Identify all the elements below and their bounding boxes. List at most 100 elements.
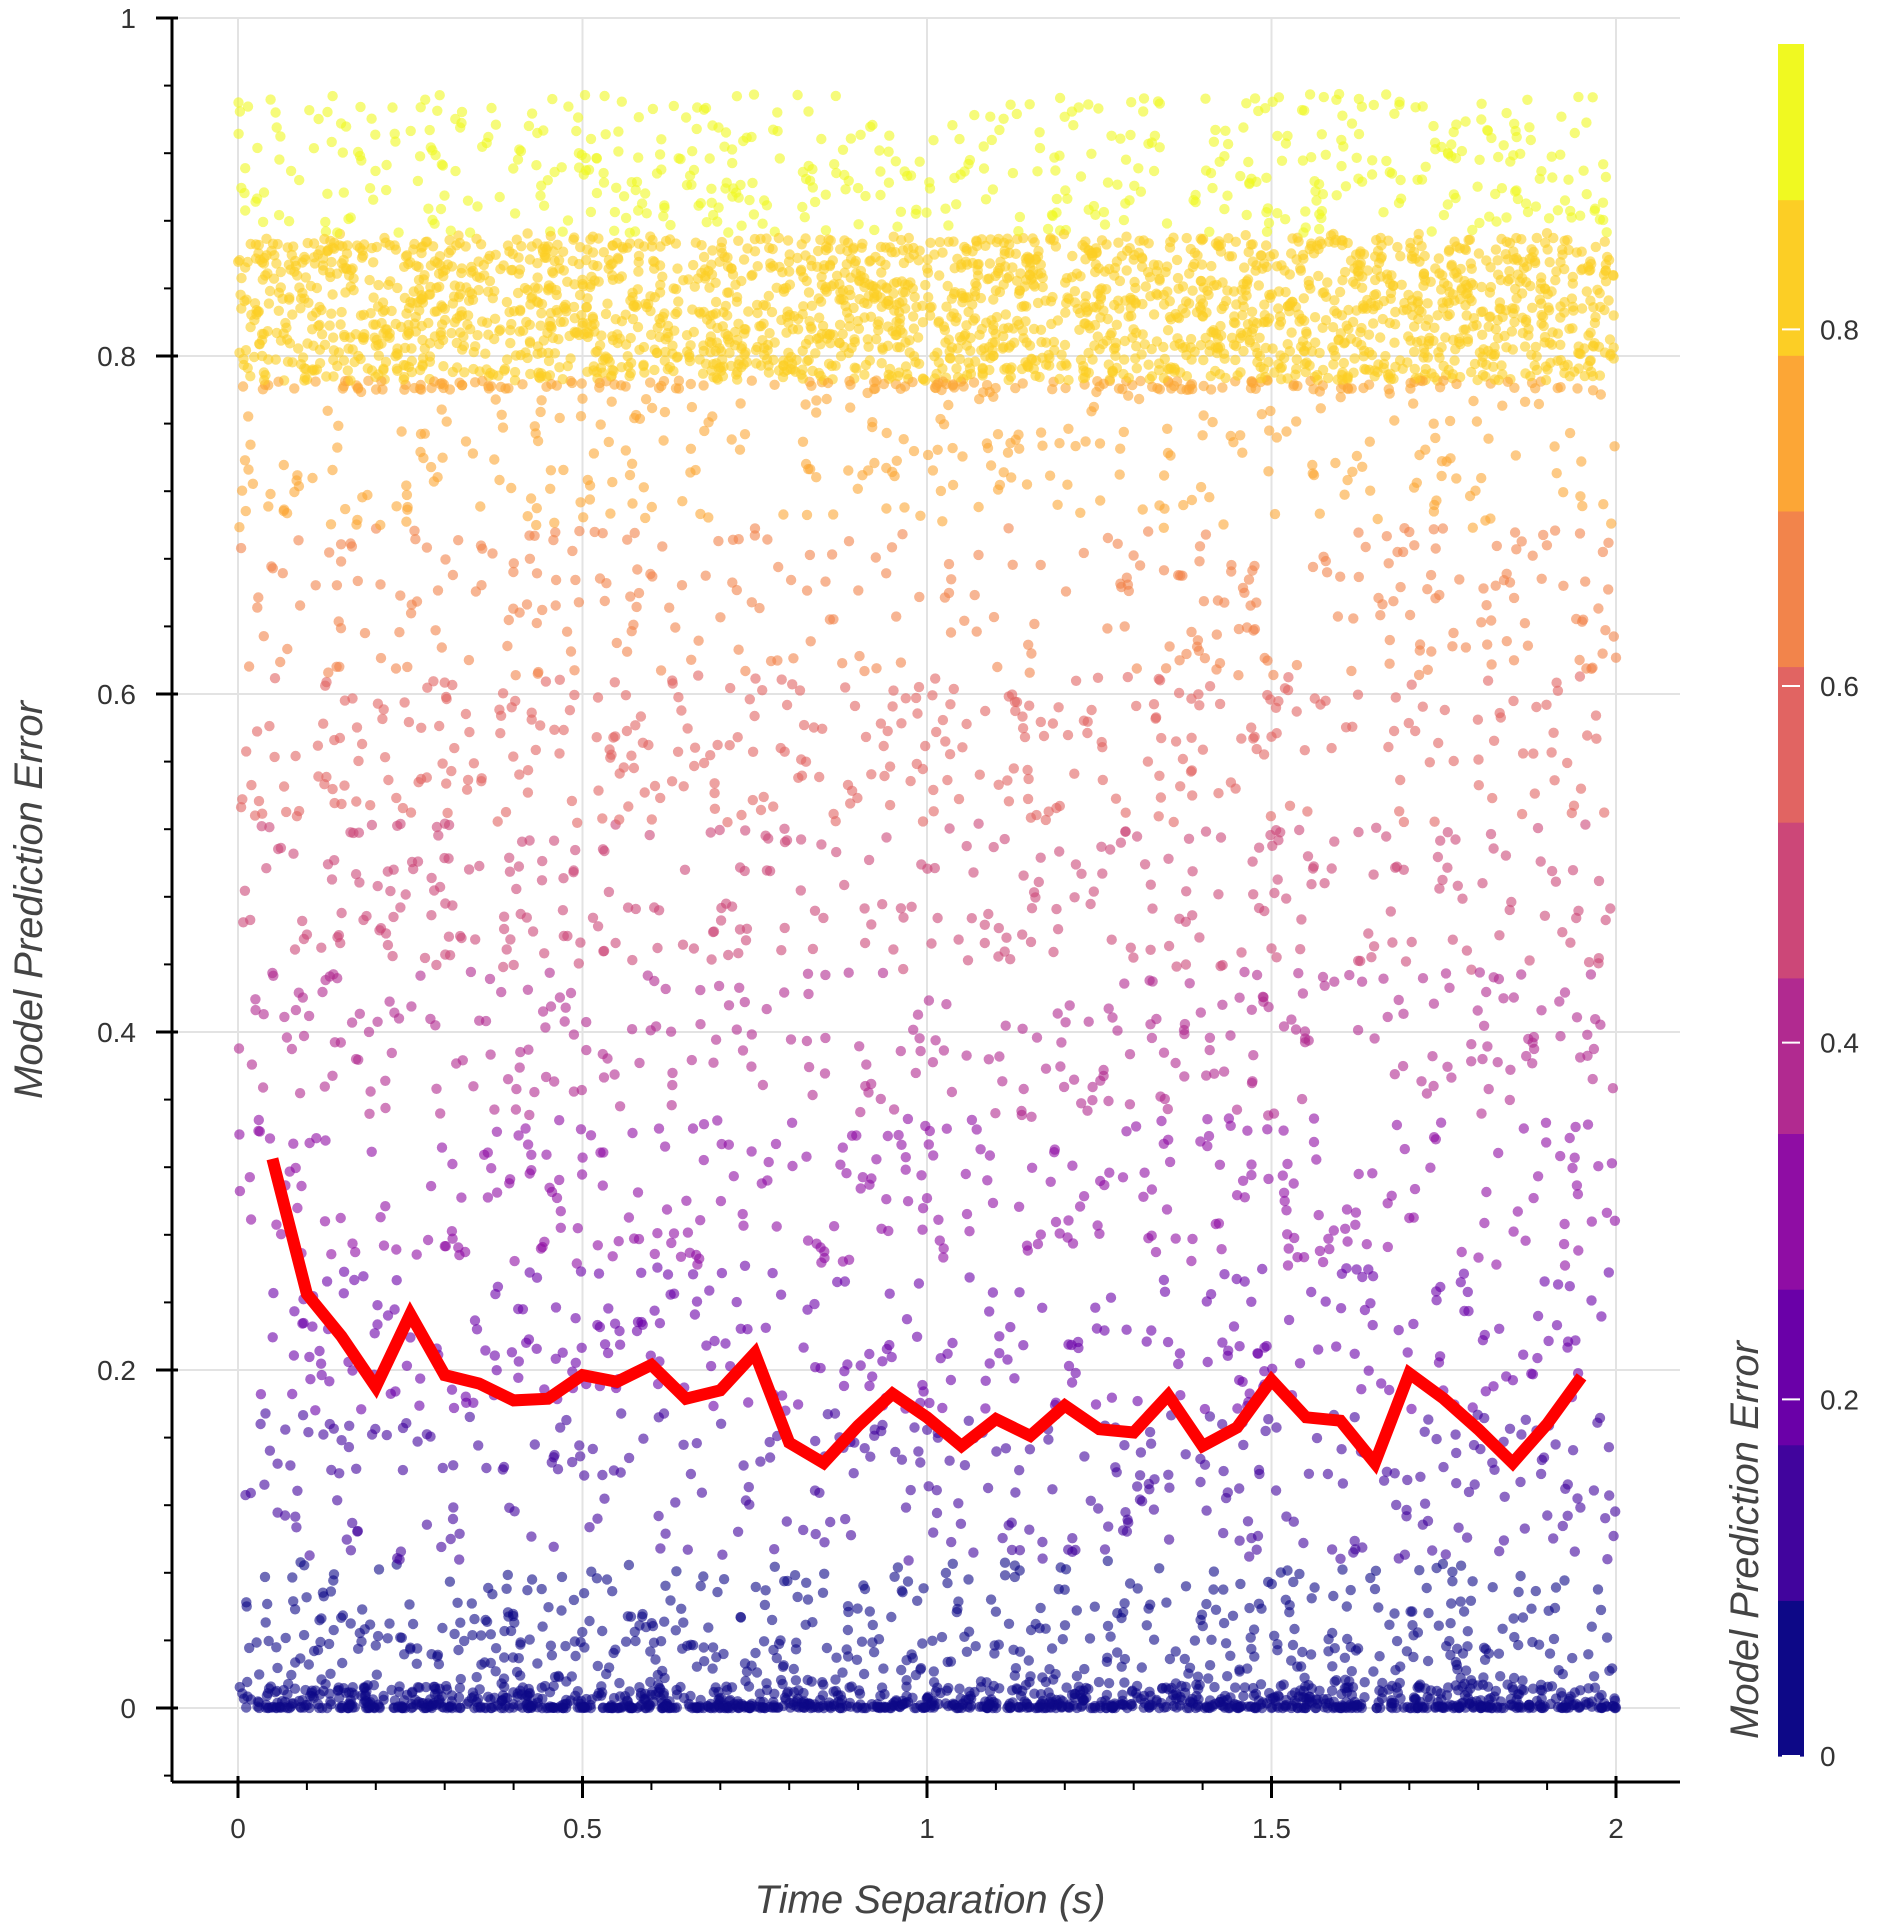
scatter-point xyxy=(575,1266,587,1277)
scatter-point xyxy=(1103,1003,1114,1014)
scatter-point xyxy=(246,779,257,791)
scatter-point xyxy=(570,1313,581,1324)
scatter-point xyxy=(1035,852,1046,863)
scatter-point xyxy=(1002,447,1014,458)
scatter-point xyxy=(508,751,519,762)
scatter-point xyxy=(548,835,560,846)
scatter-point xyxy=(504,852,515,863)
scatter-point xyxy=(609,225,620,236)
scatter-point xyxy=(643,739,654,751)
scatter-point xyxy=(1147,903,1158,914)
scatter-point xyxy=(1075,171,1087,182)
scatter-point xyxy=(712,1586,723,1598)
scatter-point xyxy=(983,273,995,284)
scatter-point xyxy=(1093,103,1104,114)
scatter-point xyxy=(1498,140,1509,151)
scatter-point xyxy=(1120,295,1131,306)
scatter-point xyxy=(242,1676,253,1688)
scatter-point xyxy=(1315,699,1326,710)
scatter-point xyxy=(636,198,648,209)
scatter-point xyxy=(1436,342,1447,353)
scatter-point xyxy=(748,89,760,100)
scatter-point xyxy=(1581,189,1592,200)
scatter-point xyxy=(543,1602,554,1613)
scatter-point xyxy=(1029,618,1040,630)
scatter-point xyxy=(446,327,457,339)
scatter-point xyxy=(1268,669,1279,681)
scatter-point xyxy=(854,1041,865,1052)
scatter-point xyxy=(960,1168,971,1180)
scatter-point xyxy=(491,1187,503,1198)
scatter-point xyxy=(738,254,750,265)
scatter-point xyxy=(1574,528,1586,539)
scatter-point xyxy=(1472,1005,1483,1016)
scatter-point xyxy=(1174,1348,1186,1359)
scatter-point xyxy=(1009,1670,1020,1681)
scatter-point xyxy=(1063,1215,1074,1226)
scatter-point xyxy=(1037,1553,1048,1564)
scatter-point xyxy=(481,317,493,328)
scatter-point xyxy=(587,912,599,923)
scatter-point xyxy=(425,281,436,293)
scatter-point xyxy=(1180,1449,1191,1460)
scatter-point xyxy=(1567,1445,1579,1456)
scatter-point xyxy=(609,379,620,390)
scatter-point xyxy=(980,1375,991,1387)
scatter-point xyxy=(1409,346,1420,357)
scatter-point xyxy=(598,1072,610,1083)
scatter-point xyxy=(802,1304,813,1315)
scatter-point xyxy=(513,1356,524,1367)
scatter-point xyxy=(409,525,420,536)
scatter-point xyxy=(1580,576,1591,587)
scatter-point xyxy=(948,683,959,695)
scatter-point xyxy=(715,1418,727,1430)
scatter-point xyxy=(687,146,698,157)
scatter-point xyxy=(1060,1017,1071,1028)
scatter-point xyxy=(1230,354,1241,366)
scatter-point xyxy=(1197,298,1209,309)
scatter-point xyxy=(1374,1651,1385,1662)
scatter-point xyxy=(937,1402,948,1414)
scatter-point xyxy=(699,1656,710,1667)
scatter-point xyxy=(536,1583,547,1595)
scatter-point xyxy=(1456,1246,1467,1258)
scatter-point xyxy=(1134,235,1145,246)
scatter-point xyxy=(652,942,663,954)
scatter-point xyxy=(888,1104,900,1115)
scatter-point xyxy=(1171,254,1183,266)
scatter-point xyxy=(1527,1636,1538,1648)
scatter-point xyxy=(569,689,580,701)
scatter-point xyxy=(984,258,996,269)
scatter-point xyxy=(271,1685,282,1697)
scatter-point xyxy=(233,128,244,139)
scatter-point xyxy=(803,463,814,475)
scatter-point xyxy=(876,1223,887,1235)
scatter-point xyxy=(1095,495,1106,506)
scatter-point xyxy=(687,1269,699,1280)
scatter-point xyxy=(859,937,871,949)
scatter-point xyxy=(1363,379,1375,390)
scatter-point xyxy=(548,1541,559,1553)
scatter-point xyxy=(620,690,632,701)
scatter-point xyxy=(816,271,827,282)
scatter-point xyxy=(618,762,629,773)
scatter-point xyxy=(1138,106,1149,117)
scatter-point xyxy=(1436,470,1447,482)
scatter-point xyxy=(293,535,304,546)
scatter-point xyxy=(1477,1053,1488,1065)
scatter-point xyxy=(932,347,943,358)
scatter-point xyxy=(698,380,709,391)
scatter-point xyxy=(286,1669,297,1681)
scatter-point xyxy=(529,421,540,432)
scatter-point xyxy=(502,640,513,652)
scatter-point xyxy=(435,1108,446,1119)
scatter-point xyxy=(610,937,621,949)
scatter-point xyxy=(490,1288,501,1300)
scatter-point xyxy=(1003,796,1015,807)
scatter-point xyxy=(876,358,887,369)
scatter-point xyxy=(1565,937,1576,948)
scatter-point xyxy=(1468,395,1479,407)
scatter-point xyxy=(550,574,562,586)
scatter-point xyxy=(464,227,476,238)
scatter-point xyxy=(1186,626,1197,638)
